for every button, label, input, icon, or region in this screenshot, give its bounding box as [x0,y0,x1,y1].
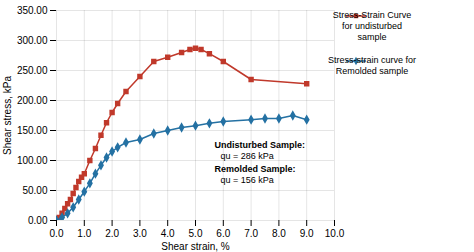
svg-text:200.00: 200.00 [17,95,48,106]
svg-text:4.0: 4.0 [161,228,175,239]
svg-text:6.0: 6.0 [216,228,230,239]
svg-text:qu = 156 kPa: qu = 156 kPa [221,175,274,185]
svg-text:qu = 286 kPa: qu = 286 kPa [221,151,274,161]
svg-text:150.00: 150.00 [17,125,48,136]
svg-text:1.0: 1.0 [77,228,91,239]
svg-text:5.0: 5.0 [189,228,203,239]
svg-text:50.00: 50.00 [22,185,47,196]
svg-text:9.0: 9.0 [300,228,314,239]
svg-text:Shear stress, kPa: Shear stress, kPa [2,76,13,155]
svg-text:Shear strain, %: Shear strain, % [161,241,229,252]
svg-text:2.0: 2.0 [105,228,119,239]
svg-text:350.00: 350.00 [17,5,48,16]
svg-text:Stress-Strain Curvefor undistu: Stress-Strain Curvefor undisturbedsample [333,10,412,42]
svg-text:100.00: 100.00 [17,155,48,166]
svg-text:300.00: 300.00 [17,35,48,46]
svg-text:0.0: 0.0 [50,228,64,239]
svg-text:0.00: 0.00 [28,215,48,226]
svg-text:250.00: 250.00 [17,65,48,76]
svg-text:3.0: 3.0 [133,228,147,239]
svg-text:Stress-strain curve forRemolde: Stress-strain curve forRemolded sample [328,55,416,76]
svg-text:Undisturbed Sample:: Undisturbed Sample: [215,140,306,150]
svg-text:Remolded Sample:: Remolded Sample: [215,164,296,174]
svg-text:7.0: 7.0 [244,228,258,239]
svg-text:10.0: 10.0 [325,228,345,239]
svg-text:8.0: 8.0 [272,228,286,239]
